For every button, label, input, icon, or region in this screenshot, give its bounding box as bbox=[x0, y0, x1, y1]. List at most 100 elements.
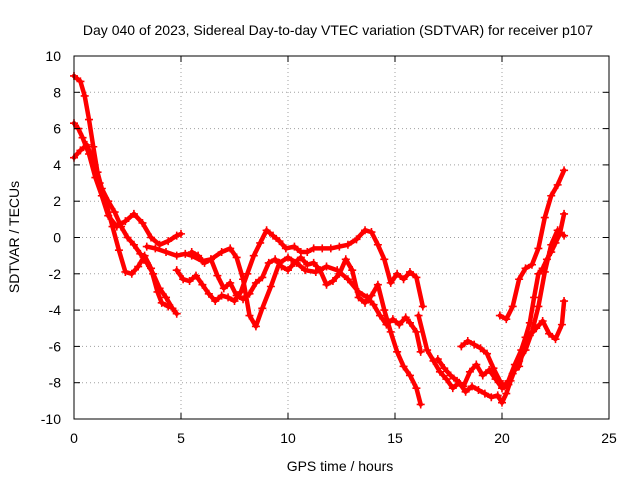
data-point-8-10 bbox=[515, 356, 524, 365]
data-point-4-27 bbox=[361, 226, 370, 235]
x-tick-label-1: 5 bbox=[177, 430, 185, 446]
x-tick-label-5: 25 bbox=[601, 430, 617, 446]
data-series-layer bbox=[70, 71, 569, 409]
data-point-0-16 bbox=[162, 293, 171, 302]
data-point-8-0 bbox=[457, 342, 466, 351]
y-axis-label: SDTVAR / TECUs bbox=[6, 181, 22, 293]
data-point-5-12 bbox=[264, 258, 273, 267]
series-line-2 bbox=[71, 142, 171, 309]
data-point-6-10 bbox=[480, 389, 489, 398]
series-track-3 bbox=[70, 140, 173, 311]
data-point-7-0 bbox=[433, 355, 442, 364]
data-point-2-5 bbox=[102, 199, 111, 208]
data-point-3-15 bbox=[266, 282, 275, 291]
data-point-9-10 bbox=[560, 166, 569, 175]
data-point-0-4 bbox=[89, 142, 98, 151]
data-point-9-8 bbox=[547, 191, 556, 200]
data-point-5-10 bbox=[251, 278, 260, 287]
data-point-3-34 bbox=[416, 347, 425, 356]
data-point-5-29 bbox=[373, 280, 382, 289]
data-point-3-8 bbox=[217, 248, 226, 257]
data-point-7-6 bbox=[472, 360, 481, 369]
data-point-5-0 bbox=[187, 248, 196, 257]
x-tick-label-2: 10 bbox=[280, 430, 296, 446]
data-point-6-23 bbox=[551, 335, 560, 344]
x-tick-label-4: 20 bbox=[494, 430, 510, 446]
x-tick-label-3: 15 bbox=[387, 430, 403, 446]
x-tick-labels: 0 5 10 15 20 25 bbox=[70, 430, 617, 446]
data-point-0-8 bbox=[110, 208, 119, 217]
data-point-4-9 bbox=[230, 297, 239, 306]
data-point-5-28 bbox=[367, 291, 376, 300]
data-point-3-17 bbox=[284, 253, 292, 262]
data-point-5-18 bbox=[303, 260, 312, 269]
data-point-4-8 bbox=[224, 293, 233, 302]
data-point-4-23 bbox=[326, 244, 335, 253]
data-point-5-33 bbox=[399, 362, 408, 371]
data-point-5-20 bbox=[316, 266, 325, 275]
data-point-7-16 bbox=[530, 293, 539, 302]
data-point-8-7 bbox=[500, 382, 509, 391]
data-point-1-12 bbox=[155, 240, 164, 249]
data-point-3-9 bbox=[226, 244, 235, 253]
data-point-6-1 bbox=[423, 346, 432, 355]
y-tick-label-1: -8 bbox=[49, 375, 62, 391]
data-point-8-11 bbox=[521, 346, 530, 355]
data-point-2-11 bbox=[140, 251, 149, 260]
data-point-8-3 bbox=[476, 344, 485, 353]
data-point-6-13 bbox=[498, 398, 506, 407]
data-point-3-3 bbox=[172, 251, 181, 260]
data-point-3-12 bbox=[245, 311, 254, 320]
data-point-4-29 bbox=[373, 240, 382, 249]
data-point-5-21 bbox=[322, 280, 331, 289]
data-point-2-12 bbox=[147, 264, 156, 273]
data-point-5-31 bbox=[386, 327, 395, 336]
data-point-5-5 bbox=[219, 284, 228, 293]
data-point-9-1 bbox=[502, 315, 511, 324]
data-point-0-18 bbox=[172, 309, 181, 318]
data-point-5-16 bbox=[290, 258, 299, 267]
data-point-4-10 bbox=[236, 287, 245, 296]
axis-ticks bbox=[73, 55, 610, 420]
data-point-4-16 bbox=[275, 237, 284, 246]
data-point-1-11 bbox=[147, 233, 156, 242]
data-point-5-34 bbox=[405, 371, 414, 380]
data-point-6-5 bbox=[448, 384, 457, 393]
data-point-8-8 bbox=[504, 380, 513, 389]
data-point-6-21 bbox=[538, 316, 547, 325]
data-point-5-8 bbox=[239, 295, 248, 304]
data-point-4-14 bbox=[262, 226, 271, 235]
data-point-8-1 bbox=[463, 336, 472, 345]
data-point-5-14 bbox=[277, 262, 286, 271]
data-point-2-4 bbox=[95, 179, 104, 188]
data-point-3-10 bbox=[232, 253, 241, 262]
data-point-4-13 bbox=[256, 238, 265, 247]
data-point-8-5 bbox=[489, 364, 498, 373]
data-point-1-2 bbox=[78, 133, 87, 142]
data-point-4-24 bbox=[335, 242, 344, 251]
data-point-3-13 bbox=[251, 322, 260, 331]
data-point-0-12 bbox=[136, 249, 145, 258]
data-point-2-6 bbox=[108, 222, 117, 231]
data-point-2-9 bbox=[127, 269, 136, 278]
data-point-0-2 bbox=[80, 91, 89, 100]
data-point-6-24 bbox=[557, 320, 566, 329]
data-point-3-31 bbox=[401, 313, 410, 322]
data-point-4-33 bbox=[399, 275, 408, 284]
series-line-0 bbox=[71, 73, 179, 316]
data-point-8-16 bbox=[553, 226, 562, 235]
data-point-7-4 bbox=[459, 382, 468, 391]
data-point-4-5 bbox=[204, 289, 213, 298]
data-point-8-6 bbox=[495, 376, 504, 385]
data-point-3-0 bbox=[142, 242, 151, 251]
y-tick-label-6: 2 bbox=[53, 193, 61, 209]
data-point-0-17 bbox=[168, 304, 177, 313]
data-point-9-9 bbox=[553, 180, 562, 189]
y-tick-label-7: 4 bbox=[53, 157, 61, 173]
data-point-4-0 bbox=[172, 266, 181, 275]
data-point-4-25 bbox=[343, 240, 352, 249]
data-point-5-1 bbox=[194, 251, 203, 260]
data-point-4-4 bbox=[198, 280, 207, 289]
x-tick-label-0: 0 bbox=[70, 430, 78, 446]
